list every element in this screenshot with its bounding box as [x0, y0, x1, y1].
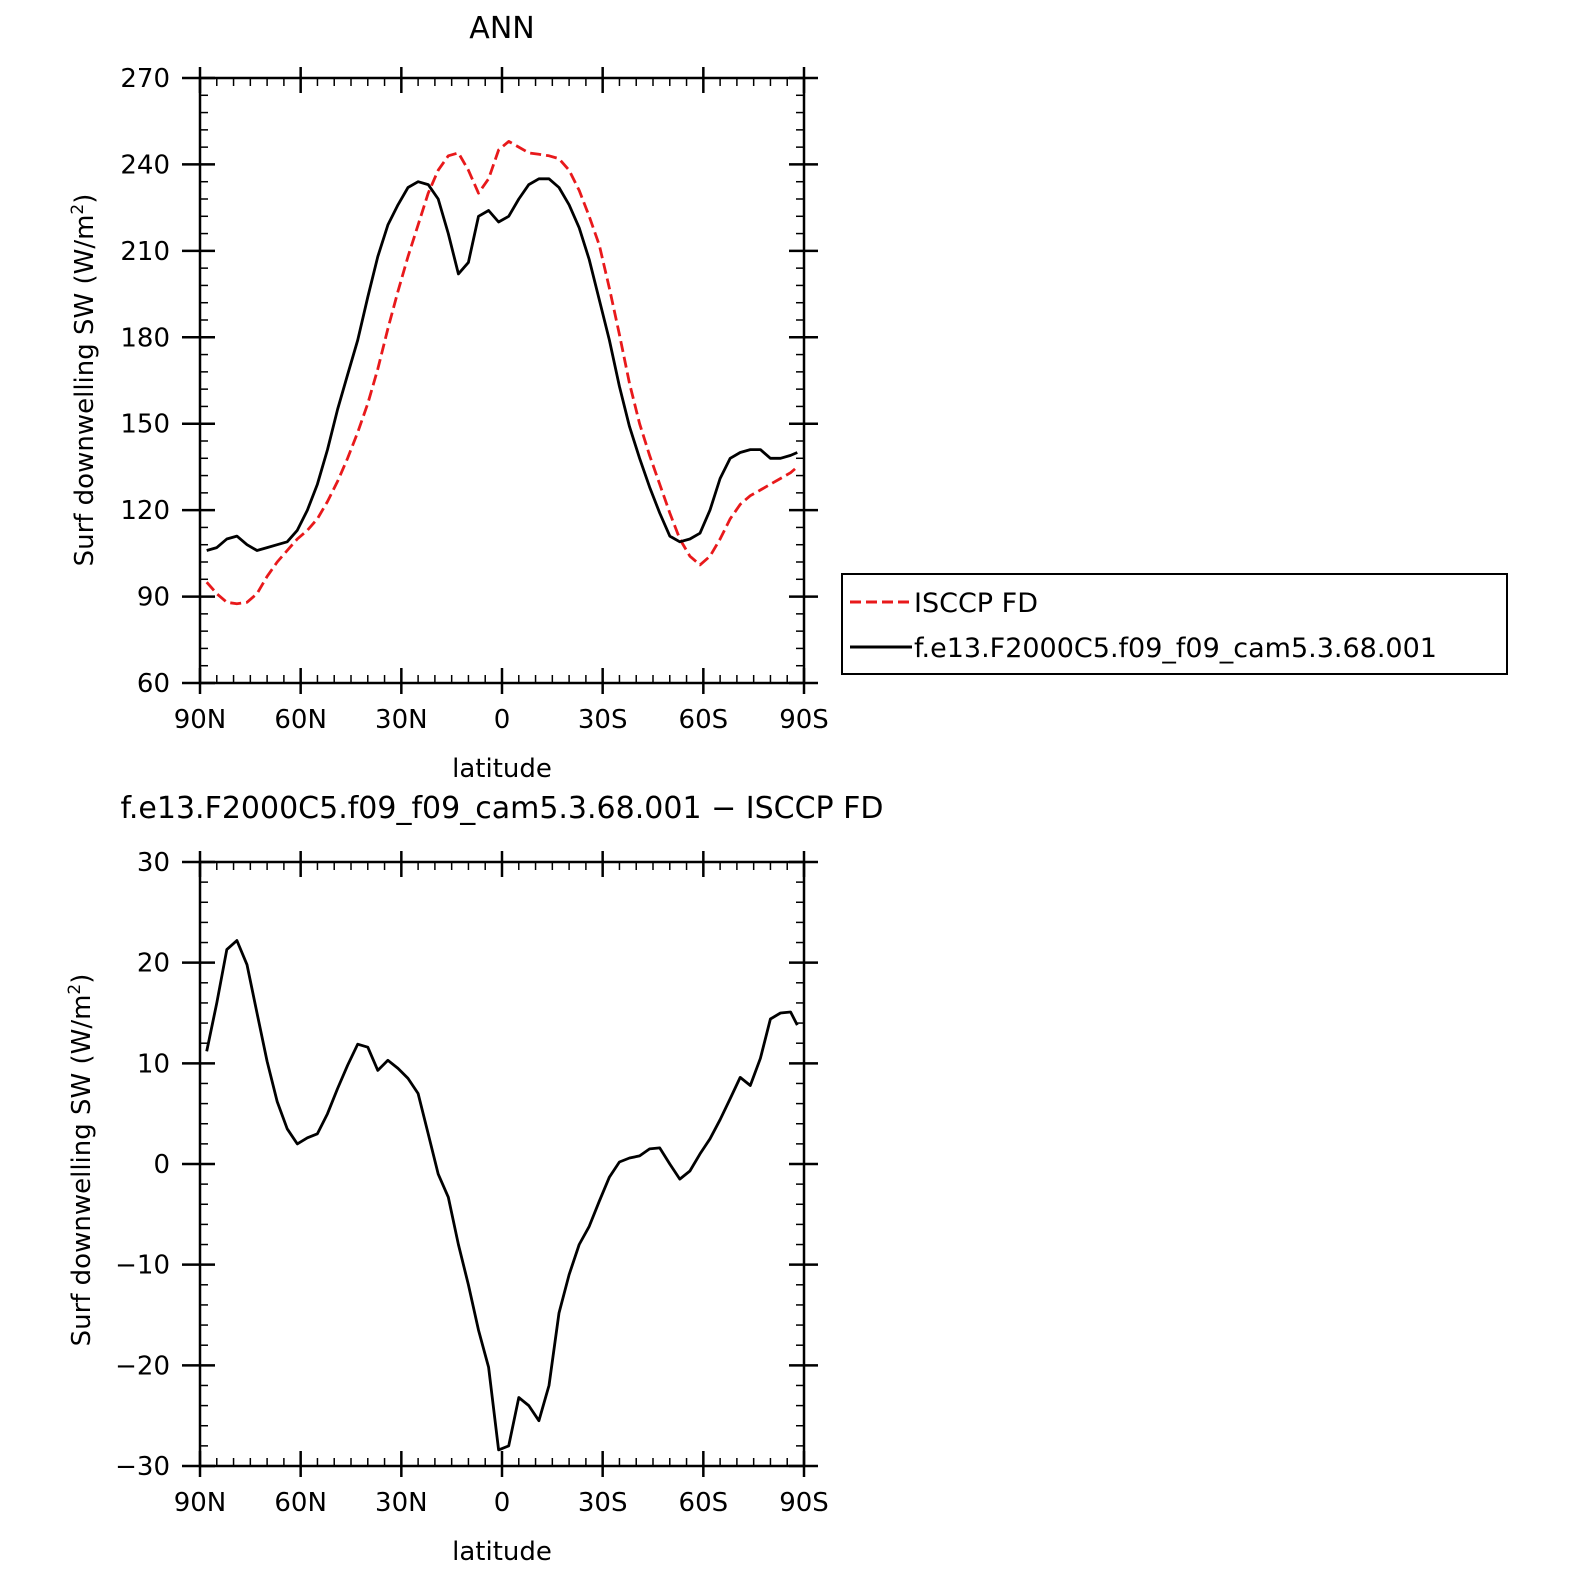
- x-tick-label: 60N: [274, 1488, 327, 1518]
- series-line-model: [206, 177, 798, 552]
- x-tick-label: 90N: [174, 705, 227, 735]
- series-line-model: [205, 939, 799, 1452]
- panel1-y-tick-labels: 60 90 120 150 180 210 240 270: [120, 64, 170, 699]
- series-line-isccp-fd: [205, 139, 799, 606]
- x-tick-label: 0: [494, 705, 511, 735]
- y-tick-label: 210: [120, 237, 170, 267]
- x-tick-label: 90S: [779, 1488, 829, 1518]
- y-tick-label: 150: [120, 410, 170, 440]
- x-tick-label: 60S: [679, 705, 729, 735]
- legend: ISCCP FD f.e13.F2000C5.f09_f09_cam5.3.68…: [841, 573, 1508, 675]
- panel2-y-axis-label-close: ): [67, 974, 97, 984]
- panel1-y-axis-label-main: Surf downwelling SW (W/m: [70, 215, 100, 567]
- x-tick-label: 0: [494, 1488, 511, 1518]
- panel2-y-tick-labels: −30 −20 −10 0 10 20 30: [115, 848, 170, 1482]
- panel2-y-axis-label-main: Surf downwelling SW (W/m: [67, 995, 97, 1347]
- panel1-minor-ticks: [200, 78, 804, 683]
- y-tick-label: 60: [137, 669, 170, 699]
- x-tick-label: 90S: [779, 705, 829, 735]
- panel2-series: [205, 939, 799, 1452]
- panel2-major-ticks: [182, 851, 818, 1477]
- x-tick-label: 60N: [274, 705, 327, 735]
- panel2-x-tick-labels: 90N 60N 30N 0 30S 60S 90S: [174, 1488, 829, 1518]
- y-tick-label: 90: [137, 583, 170, 613]
- panel2-y-axis-label-sup: 2: [65, 984, 85, 995]
- panel2-minor-ticks: [200, 862, 804, 1466]
- y-tick-label: 0: [153, 1150, 170, 1180]
- y-tick-label: 10: [137, 1049, 170, 1079]
- panel1-title: ANN: [469, 11, 534, 46]
- panel1-major-ticks: [182, 67, 818, 694]
- y-tick-label: 240: [120, 150, 170, 180]
- x-tick-label: 30N: [375, 705, 428, 735]
- panel1-y-axis-label-close: ): [70, 194, 100, 204]
- panel2-plot-frame: [198, 860, 806, 1468]
- y-tick-label: 270: [120, 64, 170, 94]
- y-tick-label: 20: [137, 949, 170, 979]
- y-tick-label: 180: [120, 323, 170, 353]
- panel1-y-axis-label-sup: 2: [68, 204, 88, 215]
- x-tick-label: 30N: [375, 1488, 428, 1518]
- panel-annual-mean: ANN Surf downwelling SW (W/m2) latitude …: [68, 11, 829, 784]
- legend-label-isccp: ISCCP FD: [914, 588, 1038, 619]
- x-tick-label: 30S: [578, 705, 628, 735]
- panel1-x-axis-label: latitude: [452, 754, 552, 784]
- panel1-y-axis-label: Surf downwelling SW (W/m2): [68, 194, 100, 567]
- panel-difference: f.e13.F2000C5.f09_f09_cam5.3.68.001 − IS…: [65, 791, 884, 1567]
- y-tick-label: 120: [120, 496, 170, 526]
- x-tick-label: 60S: [679, 1488, 729, 1518]
- y-tick-label: −10: [115, 1251, 170, 1281]
- y-tick-label: 30: [137, 848, 170, 878]
- legend-box: [841, 573, 1508, 675]
- legend-label-model: f.e13.F2000C5.f09_f09_cam5.3.68.001: [914, 633, 1437, 664]
- x-tick-label: 90N: [174, 1488, 227, 1518]
- panel1-x-tick-labels: 90N 60N 30N 0 30S 60S 90S: [174, 705, 829, 735]
- panel2-x-axis-label: latitude: [452, 1537, 552, 1567]
- panel2-y-axis-label: Surf downwelling SW (W/m2): [65, 974, 97, 1347]
- panel1-series: [205, 139, 799, 606]
- y-tick-label: −20: [115, 1351, 170, 1381]
- panel2-title: f.e13.F2000C5.f09_f09_cam5.3.68.001 − IS…: [120, 791, 883, 826]
- y-tick-label: −30: [115, 1452, 170, 1482]
- panel1-plot-frame: [198, 76, 806, 685]
- x-tick-label: 30S: [578, 1488, 628, 1518]
